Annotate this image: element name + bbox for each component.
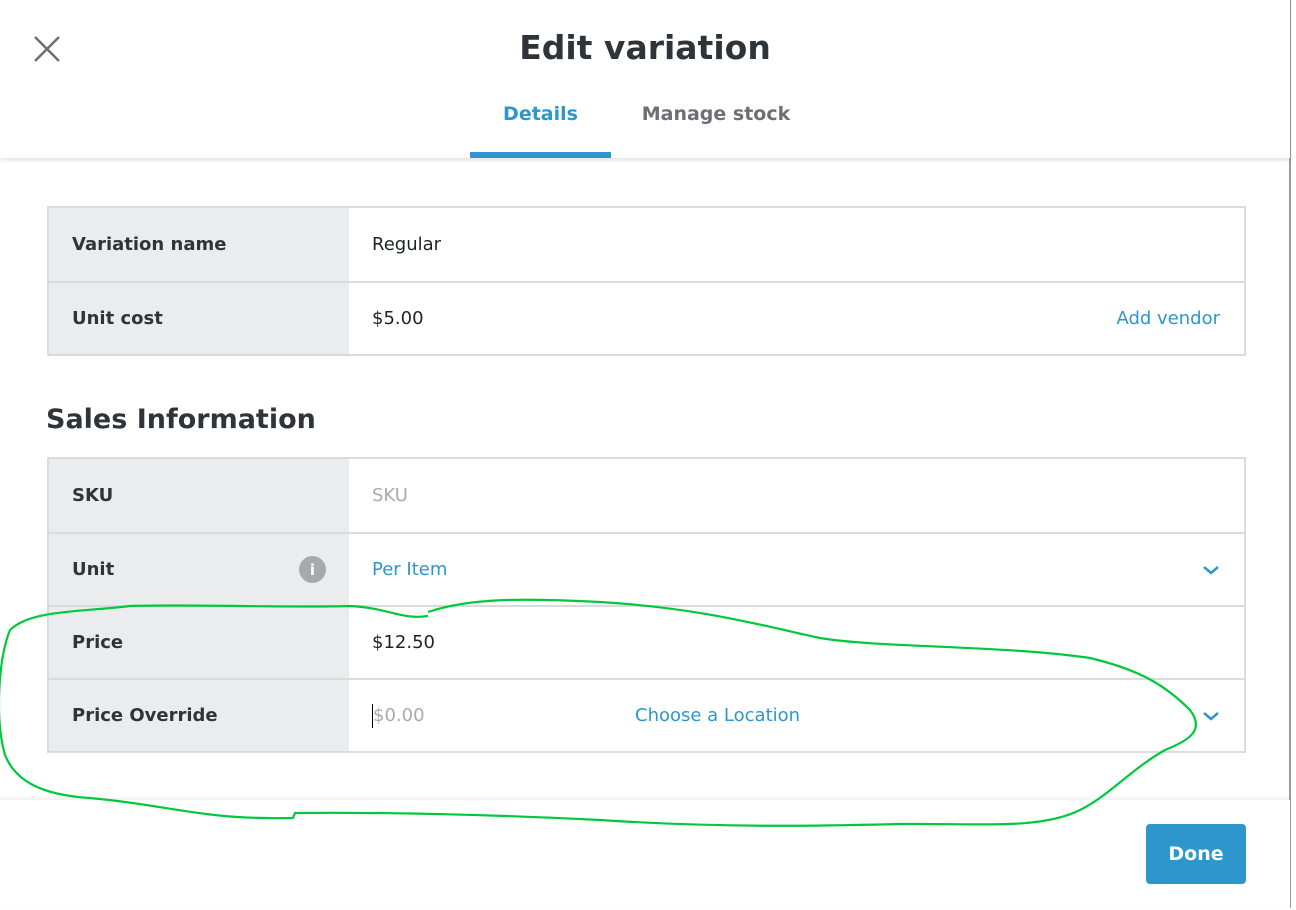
chevron-down-icon[interactable] (1202, 710, 1220, 722)
tab-details[interactable]: Details (470, 103, 611, 158)
unit-cost-value: $5.00 (372, 308, 424, 329)
unit-cost-label: Unit cost (49, 283, 349, 354)
variation-name-label: Variation name (49, 208, 349, 281)
chevron-down-icon (1203, 565, 1219, 575)
price-value: $12.50 (372, 632, 435, 653)
details-table: Variation name Regular Unit cost $5.00 A… (47, 206, 1246, 356)
tab-manage-stock[interactable]: Manage stock (641, 103, 791, 125)
unit-value: Per Item (372, 559, 448, 580)
modal-footer: Done (0, 800, 1290, 908)
variation-name-input[interactable]: Regular (349, 208, 1244, 281)
table-row: SKU SKU (49, 459, 1244, 532)
sku-input[interactable]: SKU (349, 459, 1244, 532)
info-icon[interactable]: i (299, 556, 326, 583)
table-row: Price Override $0.00 Choose a Location (49, 678, 1244, 751)
unit-cost-input[interactable]: $5.00 Add vendor (349, 283, 1244, 354)
unit-select[interactable]: Per Item (349, 534, 1244, 605)
price-input[interactable]: $12.50 (349, 607, 1244, 678)
page-title: Edit variation (519, 28, 771, 67)
section-title: Sales Information (46, 404, 316, 435)
variation-name-value: Regular (372, 234, 442, 255)
modal-header: Edit variation Details Manage stock (0, 0, 1290, 158)
unit-label: Unit (72, 559, 115, 580)
done-button[interactable]: Done (1146, 824, 1246, 884)
table-row: Unit i Per Item (49, 532, 1244, 605)
sku-label: SKU (49, 459, 349, 532)
close-icon[interactable] (32, 34, 62, 64)
choose-location-select[interactable]: Choose a Location (635, 705, 801, 726)
table-row: Price $12.50 (49, 605, 1244, 678)
table-row: Unit cost $5.00 Add vendor (49, 281, 1244, 354)
table-row: Variation name Regular (49, 208, 1244, 281)
price-label: Price (49, 607, 349, 678)
add-vendor-link[interactable]: Add vendor (1116, 308, 1220, 329)
price-override-label: Price Override (49, 680, 349, 751)
price-override-row: $0.00 Choose a Location (349, 680, 1244, 751)
sku-placeholder: SKU (372, 485, 408, 506)
sales-table: SKU SKU Unit i Per Item Price $12.50 Pric… (47, 457, 1246, 753)
price-override-input[interactable]: $0.00 (373, 705, 425, 726)
